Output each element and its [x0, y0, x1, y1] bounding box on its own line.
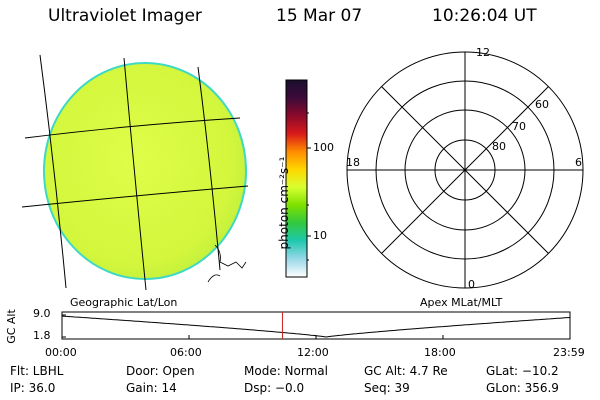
time-tick-label: 23:59 [553, 346, 585, 359]
info-sequence: Seq: 39 [364, 381, 410, 395]
colorbar-strip [285, 79, 308, 278]
polar-diagonal [381, 86, 549, 254]
mlat-label-80: 80 [492, 140, 506, 153]
emission-speckle [44, 63, 246, 279]
altitude-y-tick-label: 9.0 [33, 307, 51, 320]
colorbar-tick-label: 10 [313, 229, 327, 242]
longitude-line [197, 66, 221, 271]
info-filter: Flt: LBHL [10, 364, 64, 378]
mlt-label-6: 6 [575, 156, 582, 169]
colorbar [285, 79, 311, 278]
uv-globe-image [21, 54, 249, 291]
info-door: Door: Open [126, 364, 195, 378]
info-geo-longitude: GLon: 356.9 [486, 381, 559, 395]
info-geo-latitude: GLat: −10.2 [486, 364, 559, 378]
time-tick-label: 06:00 [170, 346, 202, 359]
info-ip: IP: 36.0 [10, 381, 56, 395]
image-date: 15 Mar 07 [276, 6, 363, 26]
latitude-line [24, 117, 241, 139]
polar-projection-label: Apex MLat/MLT [420, 296, 503, 309]
time-tick-label: 12:00 [297, 346, 329, 359]
mlat-label-60: 60 [535, 98, 549, 111]
colorbar-label: photon cm⁻²s⁻¹ [277, 156, 291, 250]
latitude-line [21, 185, 249, 208]
mlt-label-12: 12 [476, 46, 490, 59]
time-tick-label: 18:00 [424, 346, 456, 359]
info-gc-altitude: GC Alt: 4.7 Re [364, 364, 448, 378]
altitude-axis-label: GC Alt [4, 309, 18, 344]
longitude-line [39, 54, 67, 289]
altitude-y-tick-label: 1.8 [33, 329, 51, 342]
altitude-plot-frame [61, 311, 571, 340]
longitude-line [123, 57, 147, 291]
mlt-label-0: 0 [468, 278, 475, 291]
globe-projection-label: Geographic Lat/Lon [70, 296, 178, 309]
colorbar-tick-label: 100 [313, 141, 334, 154]
polar-plot [346, 51, 584, 289]
time-tick-label: 00:00 [45, 346, 77, 359]
mlt-label-18: 18 [346, 156, 360, 169]
info-gain: Gain: 14 [126, 381, 177, 395]
image-time: 10:26:04 UT [432, 6, 537, 26]
mlat-label-70: 70 [512, 120, 526, 133]
instrument-title: Ultraviolet Imager [48, 6, 202, 26]
coastline [207, 274, 221, 283]
altitude-plot [61, 311, 571, 340]
info-display: Dsp: −0.0 [244, 381, 305, 395]
altitude-curve [61, 315, 571, 338]
coastline [214, 244, 247, 269]
info-mode: Mode: Normal [244, 364, 328, 378]
